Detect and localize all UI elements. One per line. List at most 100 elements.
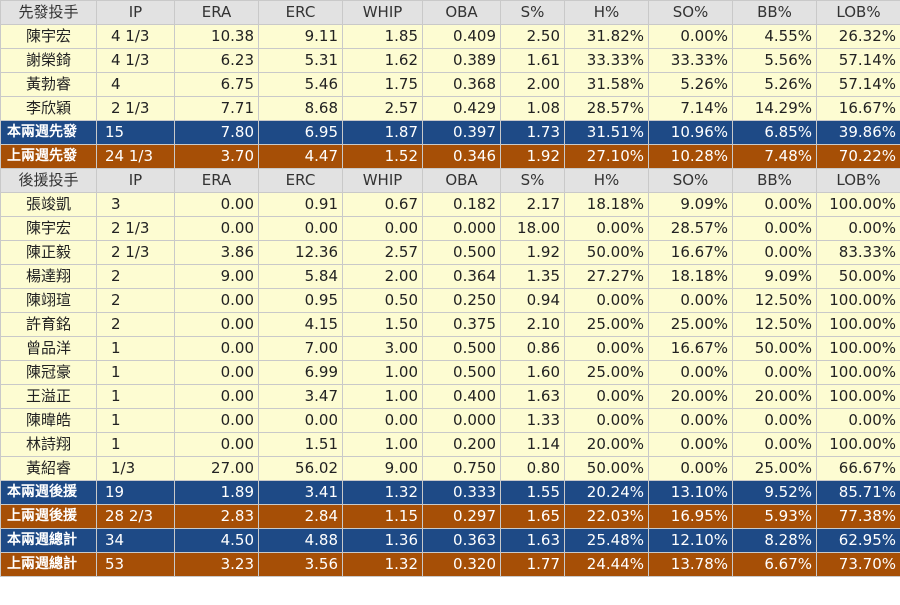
stat-cell: 1.14 bbox=[500, 432, 565, 457]
totals-label: 上兩週後援 bbox=[0, 504, 97, 529]
stat-cell: 1.51 bbox=[258, 432, 343, 457]
stat-cell: 34 bbox=[96, 528, 175, 553]
stat-cell: 0.00 bbox=[258, 216, 343, 241]
table-row: 陳宇宏 4 1/3 10.38 9.11 1.85 0.409 2.50 31.82% 0.00… bbox=[0, 24, 900, 49]
stat-cell: 100.00% bbox=[816, 288, 900, 313]
stat-cell: 4.50 bbox=[174, 528, 259, 553]
stat-cell: 1.63 bbox=[500, 384, 565, 409]
starters-header-row: 先發投手 IP ERA ERC WHIP OBA S% H% SO% BB% LOB% bbox=[0, 0, 900, 25]
stat-cell: 1.92 bbox=[500, 240, 565, 265]
stat-cell: 0.00% bbox=[564, 408, 649, 433]
stat-cell: 20.00% bbox=[732, 384, 817, 409]
pitcher-name: 陳翊瑄 bbox=[0, 288, 97, 313]
stat-cell: 2.17 bbox=[500, 192, 565, 217]
stat-cell: 6.95 bbox=[258, 120, 343, 145]
stat-cell: 0.00 bbox=[174, 216, 259, 241]
stat-cell: 9.09% bbox=[732, 264, 817, 289]
stat-cell: 77.38% bbox=[816, 504, 900, 529]
stat-cell: 1.73 bbox=[500, 120, 565, 145]
stat-cell: 1 bbox=[96, 360, 175, 385]
stat-cell: 0.429 bbox=[422, 96, 501, 121]
stat-cell: 33.33% bbox=[564, 48, 649, 73]
stat-cell: 28.57% bbox=[648, 216, 733, 241]
stat-cell: 3.86 bbox=[174, 240, 259, 265]
stat-cell: 1.00 bbox=[342, 384, 423, 409]
stat-cell: 0.80 bbox=[500, 456, 565, 481]
stat-cell: 3.23 bbox=[174, 552, 259, 577]
stat-cell: 0.00% bbox=[732, 192, 817, 217]
totals-row: 上兩週後援 28 2/3 2.83 2.84 1.15 0.297 1.65 22.03% 16… bbox=[0, 504, 900, 529]
stat-cell: 0.00 bbox=[174, 288, 259, 313]
totals-row: 本兩週後援 19 1.89 3.41 1.32 0.333 1.55 20.24% 13.10%… bbox=[0, 480, 900, 505]
stat-cell: 1.77 bbox=[500, 552, 565, 577]
stat-cell: 0.00% bbox=[732, 240, 817, 265]
stat-cell: 18.18% bbox=[564, 192, 649, 217]
table-row: 陳正毅 2 1/3 3.86 12.36 2.57 0.500 1.92 50.00% 16.6… bbox=[0, 240, 900, 265]
column-header: S% bbox=[500, 168, 565, 193]
stat-cell: 25.00% bbox=[564, 312, 649, 337]
column-header: ERC bbox=[258, 0, 343, 25]
stat-cell: 0.389 bbox=[422, 48, 501, 73]
stat-cell: 6.23 bbox=[174, 48, 259, 73]
stat-cell: 6.85% bbox=[732, 120, 817, 145]
stat-cell: 6.99 bbox=[258, 360, 343, 385]
stat-cell: 3 bbox=[96, 192, 175, 217]
stat-cell: 39.86% bbox=[816, 120, 900, 145]
stat-cell: 0.00 bbox=[342, 216, 423, 241]
stat-cell: 28.57% bbox=[564, 96, 649, 121]
table-body: 先發投手 IP ERA ERC WHIP OBA S% H% SO% BB% LOB% 陳宇宏 4 1/… bbox=[0, 0, 900, 577]
stat-cell: 0.95 bbox=[258, 288, 343, 313]
stat-cell: 16.67% bbox=[648, 336, 733, 361]
stat-cell: 3.41 bbox=[258, 480, 343, 505]
stat-cell: 5.56% bbox=[732, 48, 817, 73]
stat-cell: 0.00 bbox=[174, 312, 259, 337]
column-header: WHIP bbox=[342, 168, 423, 193]
stat-cell: 27.27% bbox=[564, 264, 649, 289]
stat-cell: 10.96% bbox=[648, 120, 733, 145]
stat-cell: 0.333 bbox=[422, 480, 501, 505]
stat-cell: 50.00% bbox=[564, 456, 649, 481]
totals-label: 上兩週先發 bbox=[0, 144, 97, 169]
stat-cell: 1.15 bbox=[342, 504, 423, 529]
pitcher-name: 陳宇宏 bbox=[0, 216, 97, 241]
table-row: 王溢正 1 0.00 3.47 1.00 0.400 1.63 0.00% 20.00% 20.0… bbox=[0, 384, 900, 409]
stat-cell: 0.91 bbox=[258, 192, 343, 217]
stat-cell: 1 bbox=[96, 336, 175, 361]
pitcher-name: 李欣穎 bbox=[0, 96, 97, 121]
stat-cell: 0.00 bbox=[342, 408, 423, 433]
stat-cell: 5.93% bbox=[732, 504, 817, 529]
column-header: OBA bbox=[422, 0, 501, 25]
stat-cell: 25.00% bbox=[732, 456, 817, 481]
stat-cell: 1.65 bbox=[500, 504, 565, 529]
stat-cell: 3.47 bbox=[258, 384, 343, 409]
stat-cell: 70.22% bbox=[816, 144, 900, 169]
stat-cell: 1.89 bbox=[174, 480, 259, 505]
stat-cell: 1.32 bbox=[342, 480, 423, 505]
stat-cell: 0.00% bbox=[648, 288, 733, 313]
stat-cell: 73.70% bbox=[816, 552, 900, 577]
stat-cell: 2 1/3 bbox=[96, 96, 175, 121]
stat-cell: 14.29% bbox=[732, 96, 817, 121]
stat-cell: 7.71 bbox=[174, 96, 259, 121]
stat-cell: 1 bbox=[96, 432, 175, 457]
stat-cell: 20.24% bbox=[564, 480, 649, 505]
stat-cell: 4.55% bbox=[732, 24, 817, 49]
pitcher-name: 張竣凱 bbox=[0, 192, 97, 217]
stat-cell: 1.52 bbox=[342, 144, 423, 169]
stat-cell: 2.50 bbox=[500, 24, 565, 49]
stat-cell: 1.60 bbox=[500, 360, 565, 385]
column-header: WHIP bbox=[342, 0, 423, 25]
column-header: LOB% bbox=[816, 168, 900, 193]
stat-cell: 4.88 bbox=[258, 528, 343, 553]
stat-cell: 12.50% bbox=[732, 288, 817, 313]
column-header: S% bbox=[500, 0, 565, 25]
column-header: OBA bbox=[422, 168, 501, 193]
stat-cell: 18.00 bbox=[500, 216, 565, 241]
stat-cell: 2.00 bbox=[342, 264, 423, 289]
stat-cell: 16.95% bbox=[648, 504, 733, 529]
stat-cell: 2.57 bbox=[342, 96, 423, 121]
table-row: 黃勃睿 4 6.75 5.46 1.75 0.368 2.00 31.58% 5.26% 5.26… bbox=[0, 72, 900, 97]
stat-cell: 1.62 bbox=[342, 48, 423, 73]
stat-cell: 2 bbox=[96, 264, 175, 289]
stat-cell: 3.56 bbox=[258, 552, 343, 577]
